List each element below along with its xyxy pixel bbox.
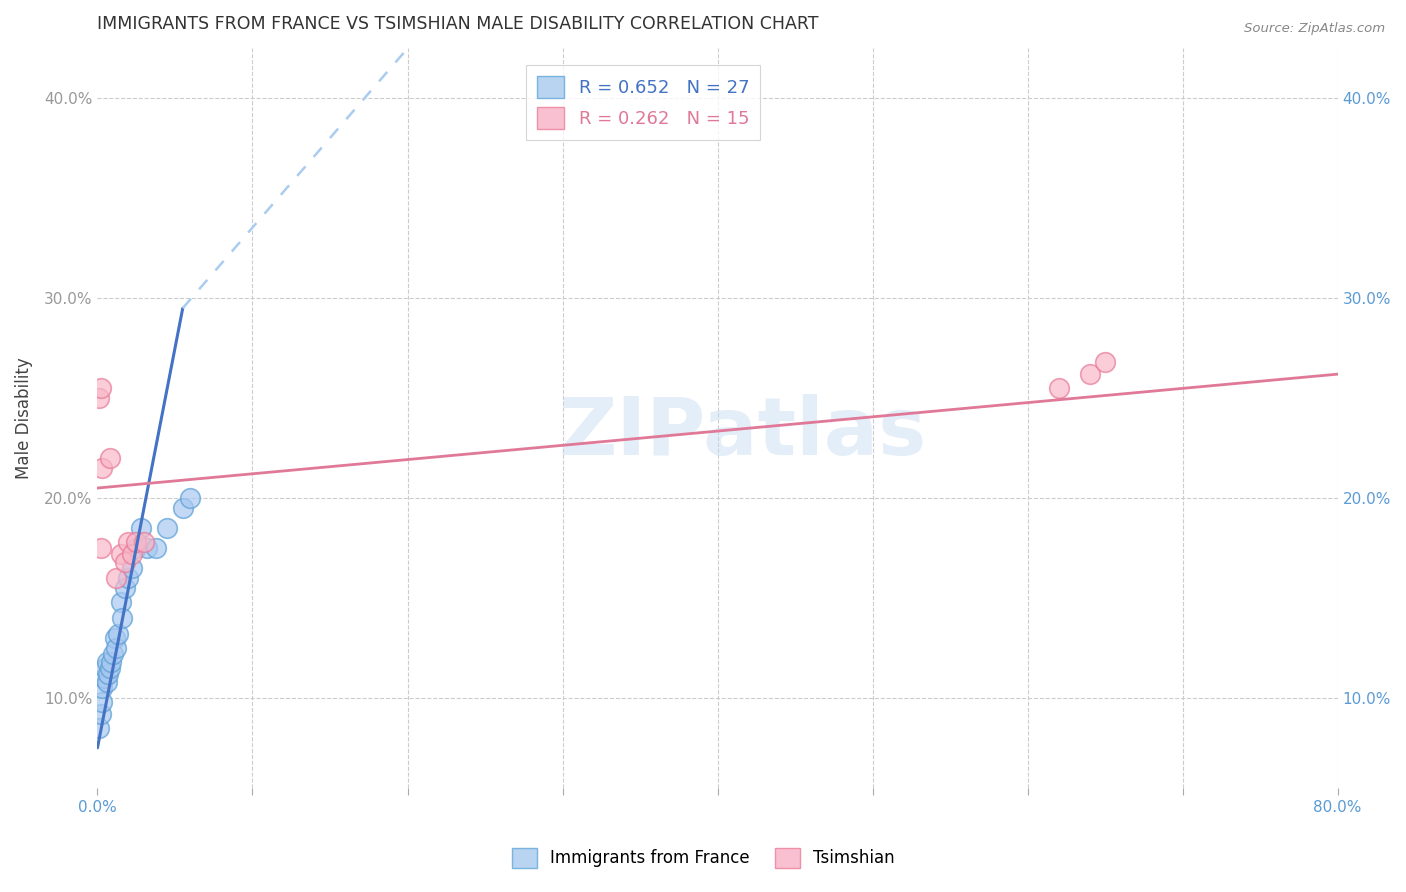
Point [98, 661, 121, 675]
Point [100, 655, 122, 669]
Point [114, 555, 136, 569]
Point [1047, 381, 1070, 395]
Point [129, 521, 152, 535]
Point [172, 501, 194, 516]
Point [98, 451, 121, 466]
Point [94, 661, 117, 675]
Point [107, 627, 129, 641]
Point [96, 674, 118, 689]
Point [103, 631, 125, 645]
Point [125, 535, 148, 549]
Point [105, 640, 128, 655]
Point [91, 695, 114, 709]
Text: IMMIGRANTS FROM FRANCE VS TSIMSHIAN MALE DISABILITY CORRELATION CHART: IMMIGRANTS FROM FRANCE VS TSIMSHIAN MALE… [97, 15, 818, 33]
Point [110, 595, 132, 609]
Point [179, 491, 201, 505]
Point [117, 571, 139, 585]
Point [110, 547, 132, 561]
Point [90, 706, 112, 721]
Legend: R = 0.652   N = 27, R = 0.262   N = 15: R = 0.652 N = 27, R = 0.262 N = 15 [526, 65, 761, 140]
Point [125, 541, 148, 555]
Point [90, 381, 112, 395]
Text: ZIPatlas: ZIPatlas [558, 394, 927, 472]
Y-axis label: Male Disability: Male Disability [15, 357, 32, 479]
Point [97, 666, 120, 681]
Point [111, 611, 134, 625]
Point [121, 547, 143, 561]
Point [132, 535, 155, 549]
Point [87, 721, 110, 735]
Point [121, 561, 143, 575]
Point [1078, 367, 1101, 381]
Point [96, 655, 118, 669]
Point [105, 571, 128, 585]
Point [117, 535, 139, 549]
Legend: Immigrants from France, Tsimshian: Immigrants from France, Tsimshian [505, 841, 901, 875]
Point [114, 581, 136, 595]
Point [145, 541, 167, 555]
Point [101, 647, 124, 661]
Point [1094, 355, 1116, 369]
Point [91, 461, 114, 475]
Text: Source: ZipAtlas.com: Source: ZipAtlas.com [1244, 22, 1385, 36]
Point [87, 391, 110, 405]
Point [136, 541, 159, 555]
Point [91, 681, 114, 695]
Point [90, 541, 112, 555]
Point [156, 521, 179, 535]
Point [93, 671, 115, 685]
